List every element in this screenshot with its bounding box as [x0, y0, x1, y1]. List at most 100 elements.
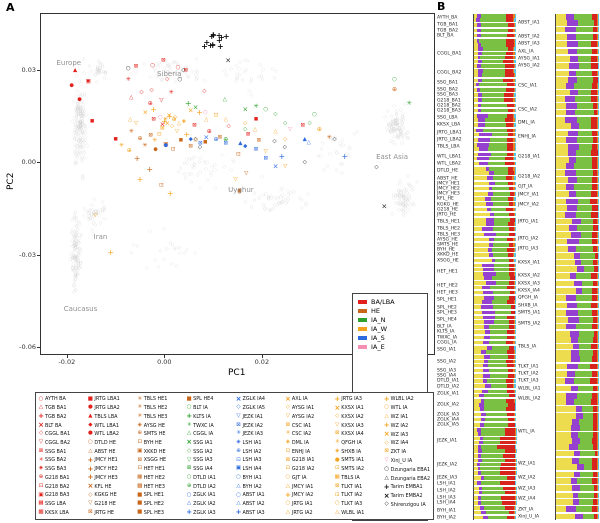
pca-point-modern: ○	[286, 195, 290, 201]
pca-point-ian: ×	[242, 105, 249, 114]
legend-symbol-icon: ✳	[186, 421, 192, 428]
admix-segment	[514, 14, 516, 18]
admix-segment	[515, 355, 516, 359]
pca-point-modern: ○	[405, 203, 409, 208]
region-label-east-asia: East Asia	[376, 153, 409, 162]
admix-segment	[489, 242, 493, 247]
panel-b-label: B	[437, 0, 446, 13]
pca-point-modern: ○	[81, 111, 85, 117]
admix-bar-KXSX_IA1	[556, 253, 599, 260]
admix-segment	[514, 59, 516, 64]
admix-segment	[482, 340, 489, 345]
pca-point-modern: ○	[68, 255, 73, 261]
pca-point-modern: ○	[279, 193, 283, 199]
admix-segment	[509, 320, 514, 324]
admix-segment	[514, 181, 516, 186]
admix-bar-JEZK_IA2	[474, 466, 516, 471]
admix-segment	[556, 26, 565, 33]
pca-point-modern: ○	[172, 58, 176, 64]
admix-group-label: JRTG_LBA1	[437, 130, 462, 136]
admix-segment	[515, 305, 516, 309]
admix-segment	[576, 406, 583, 413]
pca-point-modern: ○	[335, 149, 339, 155]
admix-segment	[576, 176, 592, 183]
legend-symbol-icon: ●	[87, 404, 93, 411]
legend-entry: ▽ G218 HE	[86, 500, 135, 509]
admix-segment	[556, 76, 569, 83]
legend-symbol-icon: ◇	[236, 404, 241, 411]
pca-point-modern: ○	[73, 208, 78, 214]
admix-segment	[506, 33, 514, 38]
pca-point-modern: ○	[393, 117, 398, 123]
legend-entry-label: SSG IA1	[193, 439, 213, 446]
pca-point-modern: ○	[80, 117, 85, 123]
legend-symbol-icon: ⊠	[334, 482, 340, 489]
admix-segment	[591, 163, 598, 169]
pca-point-ias: ⊕	[213, 135, 219, 143]
admix-segment	[556, 458, 573, 464]
pca-point-modern: ○	[72, 127, 77, 133]
admix-group-label: SSG_IA2	[437, 359, 457, 365]
pca-point-ian: +	[184, 99, 192, 108]
admix-segment	[477, 454, 481, 458]
admix-segment	[593, 317, 598, 323]
legend-entry-label: LSH IA1	[242, 439, 262, 446]
legend-entry-label: WZ IA1	[390, 413, 409, 420]
pca-point-modern: ○	[96, 65, 100, 71]
admix-group-label: GJT_IA	[518, 184, 533, 190]
admix-segment	[580, 232, 593, 239]
pca-point-modern: ○	[84, 112, 88, 118]
pca-point-modern: ○	[282, 196, 286, 202]
pca-point-modern: ○	[406, 192, 411, 198]
legend-entry-label: TGB BA2	[45, 413, 67, 420]
pca-point-modern: ○	[98, 220, 103, 226]
pca-point-modern: ○	[100, 62, 105, 68]
admix-segment	[480, 412, 486, 417]
legend-entry: ○ AYTH BA	[37, 395, 86, 404]
admix-segment	[502, 78, 514, 83]
pca-point-ias: ▲	[302, 136, 307, 143]
admix-segment	[506, 82, 514, 87]
admix-segment	[474, 471, 478, 475]
pca-point-black: ◇	[282, 144, 287, 151]
admix-segment	[592, 478, 598, 484]
admix-segment	[474, 444, 478, 449]
legend-entry: ▽ SSG IA3	[185, 456, 234, 465]
legend-entry-label: LSH IA4	[242, 466, 262, 473]
pca-point-modern: ○	[263, 204, 267, 210]
pca-point-modern: ○	[72, 137, 77, 143]
pca-point-modern: ○	[74, 227, 79, 233]
legend-symbol-icon: ○	[384, 466, 390, 473]
admix-segment	[513, 350, 515, 354]
admix-bar-TBLS_IA	[556, 356, 599, 362]
pca-point-modern: ○	[72, 248, 77, 254]
admix-segment	[598, 485, 599, 492]
pca-point-modern: ○	[401, 198, 405, 204]
admix-segment	[477, 444, 481, 449]
admix-segment	[571, 356, 581, 362]
admix-segment	[506, 152, 514, 157]
admix-group-label: JRTG_HE	[437, 212, 457, 218]
pca-point-modern: ○	[390, 119, 394, 125]
pca-point-modern: ○	[202, 158, 207, 164]
admix-segment	[480, 407, 484, 411]
admix-segment	[482, 490, 506, 495]
admix-segment	[480, 305, 493, 309]
legend-entry: ✳ SSG BA2	[37, 456, 86, 465]
pca-point-modern: ○	[174, 58, 178, 64]
admix-bar-CGGL_BA2	[474, 69, 516, 73]
admix-segment	[507, 143, 514, 147]
pca-point-modern: ○	[398, 199, 403, 205]
admix-segment	[592, 464, 598, 471]
pca-point-modern: ○	[145, 265, 149, 271]
admix-segment	[480, 55, 506, 60]
pca-point-modern: ○	[82, 107, 87, 113]
admix-segment	[488, 248, 493, 252]
pca-point-modern: ○	[80, 121, 84, 127]
admix-bar-SSG_IA3	[474, 368, 516, 373]
admix-segment	[497, 444, 515, 449]
admix-bar-BYH_IA2	[474, 515, 516, 520]
admix-segment	[556, 48, 569, 55]
admix-segment	[508, 281, 515, 286]
admix-segment	[481, 108, 508, 113]
